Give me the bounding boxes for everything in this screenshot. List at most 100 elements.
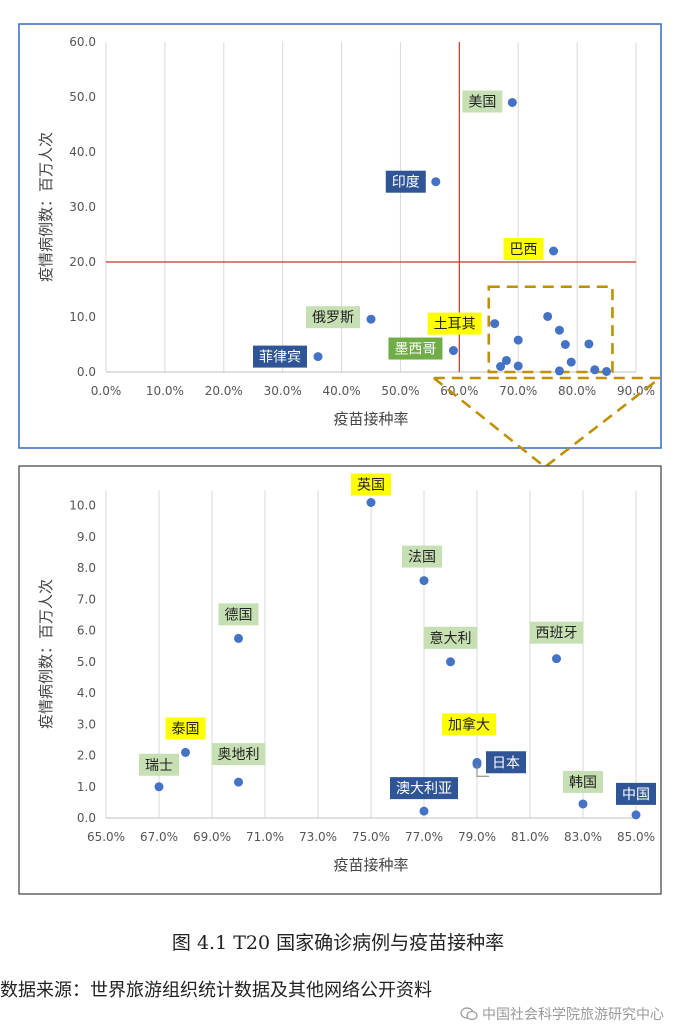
point-label-bg [616,782,656,805]
point-label-bg [390,777,458,800]
point-label-bg [165,717,206,740]
wechat-icon [460,1007,478,1021]
point-label-bg [351,473,391,496]
data-point [552,654,561,664]
data-point [513,361,523,371]
point-label-bg [427,312,482,335]
point-label-bg [306,306,360,329]
x-tick-label: 75.0% [352,830,390,844]
point-label: 法国 [408,550,436,566]
data-point [513,335,523,345]
x-tick-label: 30.0% [264,384,302,398]
y-tick-label: 0.0 [77,365,96,379]
point-label-bg [462,90,503,113]
data-point [431,177,441,187]
x-tick-label: 77.0% [405,830,443,844]
x-tick-label: 69.0% [193,830,231,844]
point-label: 俄罗斯 [312,310,354,326]
y-tick-label: 7.0 [77,592,96,606]
point-label: 澳大利亚 [396,781,452,797]
data-point [578,799,588,809]
y-tick-label: 1.0 [77,780,96,794]
data-point [234,777,243,787]
x-tick-label: 50.0% [381,384,419,398]
figure-caption: 图 4.1 T20 国家确诊病例与疫苗接种率 [171,932,505,954]
y-tick-label: 20.0 [69,255,96,269]
data-point [448,346,458,356]
data-point [631,810,641,820]
x-tick-label: 73.0% [299,830,337,844]
point-label: 印度 [392,175,420,191]
chart-frame [18,465,662,895]
point-label: 意大利 [430,630,472,647]
data-point [496,362,506,371]
y-tick-label: 3.0 [77,717,96,731]
x-tick-label: 71.0% [246,830,284,844]
y-tick-label: 8.0 [77,561,96,575]
point-label: 日本 [492,755,520,771]
data-point [507,98,517,107]
data-point [446,657,455,667]
data-point [313,352,323,362]
point-label-bg [385,170,426,193]
point-label-bg [218,603,259,626]
y-tick-label: 30.0 [69,200,96,214]
point-label: 德国 [225,607,253,623]
y-tick-label: 6.0 [77,624,96,638]
point-label: 西班牙 [536,626,578,642]
x-tick-label: 81.0% [511,830,549,844]
point-label-bg [486,751,526,774]
y-tick-label: 40.0 [69,145,96,159]
x-axis-title: 疫苗接种率 [333,856,408,874]
x-tick-label: 83.0% [564,830,602,844]
data-point [549,246,559,256]
x-tick-label: 40.0% [322,384,360,398]
point-label: 中国 [622,787,650,803]
chart-bottom-zoom: 65.0% 67.0% 69.0% 71.0% 73.0% 75.0% 77.0% 79.0%… [18,465,662,895]
x-tick-label: 65.0% [87,830,125,844]
point-label: 奥地利 [218,746,260,763]
point-label: 泰国 [172,721,200,737]
point-label: 加拿大 [448,716,490,733]
point-label: 英国 [357,476,385,493]
x-tick-label: 70.0% [499,384,537,398]
point-label-bg [211,743,266,766]
data-point [234,633,243,643]
point-label: 韩国 [569,775,597,791]
x-tick-label: 20.0% [205,384,243,398]
data-point [366,314,376,324]
x-axis-title: 疫苗接种率 [333,410,408,428]
point-label-bg [563,770,603,793]
x-tick-label: 79.0% [458,830,496,844]
y-tick-label: 0.0 [77,811,96,825]
point-label: 墨西哥 [394,342,436,358]
y-axis-title: 疫情病例数：百万人次 [37,132,55,282]
point-label-bg [442,713,496,736]
point-label-bg [503,238,544,260]
point-label-bg [402,545,442,568]
data-point [543,311,553,321]
x-tick-label: 67.0% [140,830,178,844]
x-tick-label: 85.0% [617,830,655,844]
watermark-text: 中国社会科学院旅游研究中心 [482,1007,664,1023]
x-tick-label: 0.0% [91,384,122,398]
y-axis-title: 疫情病例数：百万人次 [37,579,55,729]
y-tick-label: 60.0 [69,35,96,49]
data-point [584,339,594,349]
point-label: 瑞士 [145,758,173,774]
y-tick-label: 2.0 [77,749,96,763]
chart-top-overview: 0.0% 10.0% 20.0% 30.0% 40.0% 50.0% 60.0% 70.0% 8… [18,23,662,469]
point-label: 土耳其 [434,317,476,333]
x-tick-label: 80.0% [558,384,596,398]
point-label-bg [529,621,584,644]
data-point [490,319,500,329]
data-point [602,366,612,376]
y-tick-label: 4.0 [77,686,96,700]
y-tick-label: 5.0 [77,655,96,669]
data-point [554,325,564,335]
point-label: 巴西 [510,242,538,258]
data-point [419,576,429,586]
data-point [560,340,570,349]
data-source: 数据来源：世界旅游组织统计数据及其他网络公开资料 [0,980,432,1001]
y-tick-label: 50.0 [69,90,96,104]
